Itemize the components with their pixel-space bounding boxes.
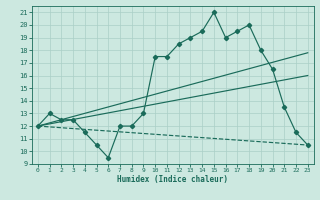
X-axis label: Humidex (Indice chaleur): Humidex (Indice chaleur) bbox=[117, 175, 228, 184]
